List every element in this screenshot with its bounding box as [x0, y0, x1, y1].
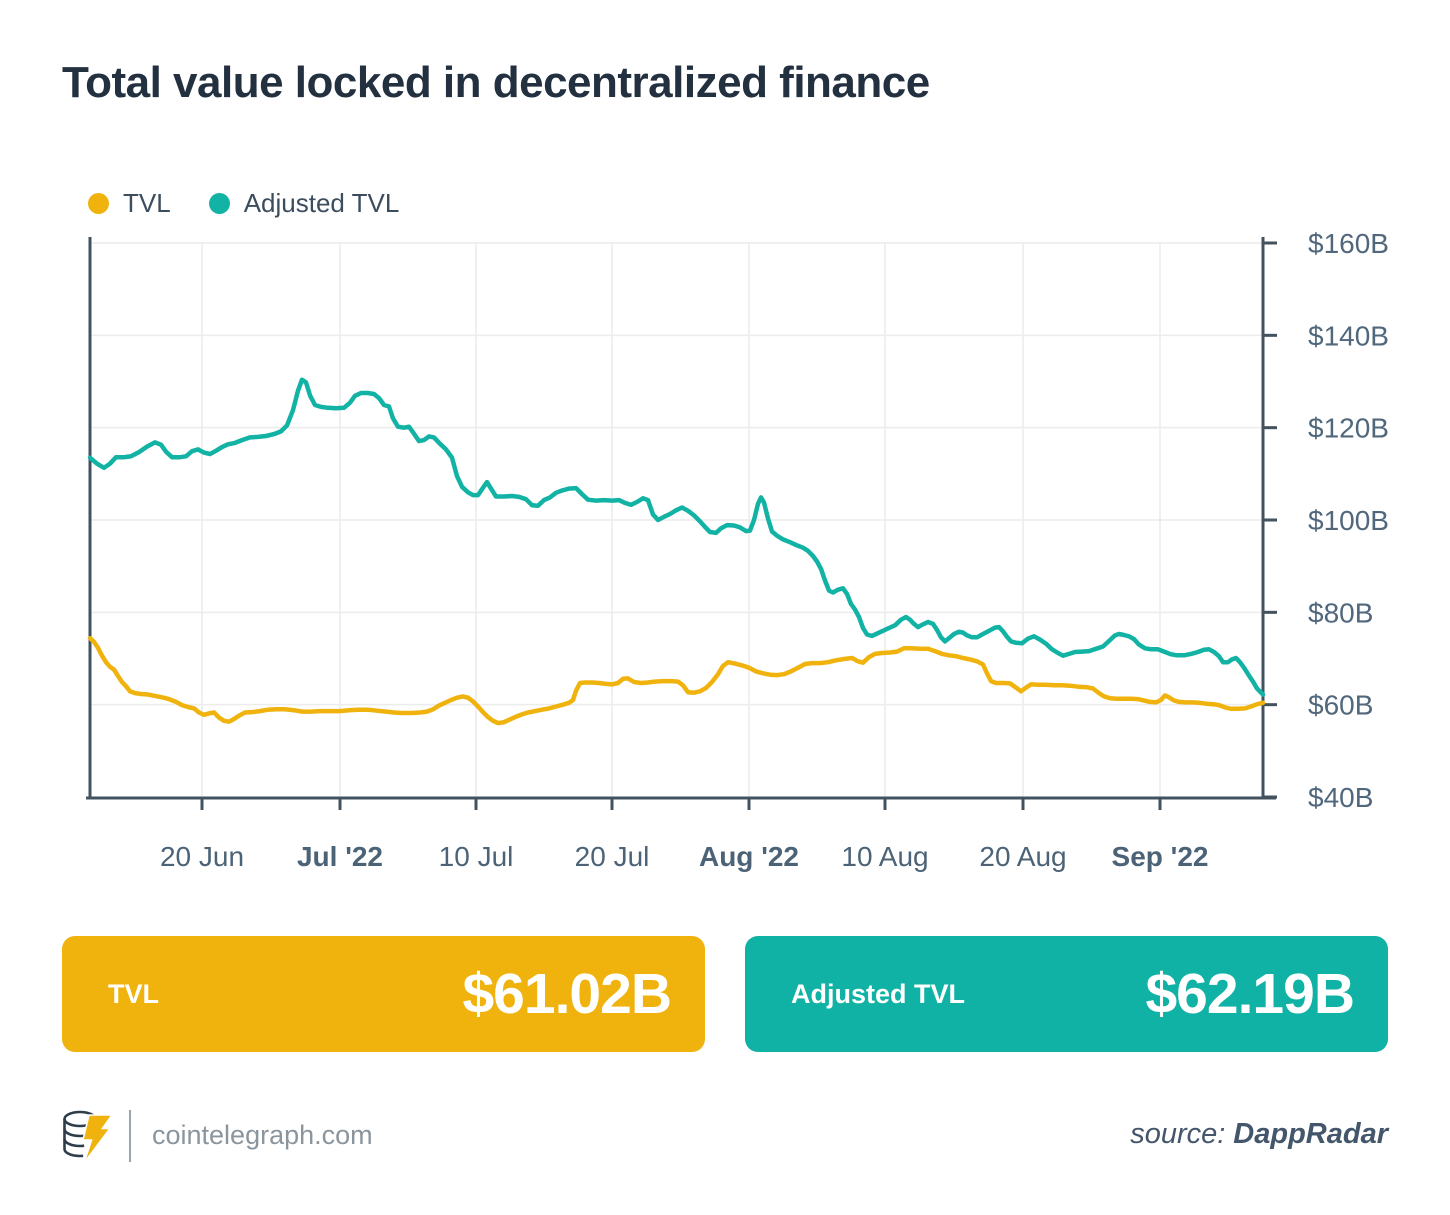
tvl-line	[87, 635, 1266, 726]
adjusted-tvl-badge-label: Adjusted TVL	[791, 978, 965, 1009]
source-prefix: source:	[1130, 1118, 1226, 1150]
cointelegraph-logo	[63, 1110, 114, 1164]
x-tick-label: Jul '22	[297, 841, 383, 872]
adjusted-tvl-line	[87, 377, 1266, 697]
x-tick-label: 10 Aug	[841, 841, 928, 872]
tvl-badge-value: $61.02B	[462, 962, 672, 1026]
y-tick-label: $160B	[1308, 228, 1389, 259]
legend-label-adjusted-tvl: Adjusted TVL	[243, 188, 400, 218]
site-url: cointelegraph.com	[152, 1120, 373, 1150]
y-tick-label: $100B	[1308, 505, 1389, 536]
y-tick-label: $140B	[1308, 320, 1389, 351]
tvl-value-badge: TVL $61.02B	[62, 936, 705, 1052]
x-tick-label: 20 Aug	[979, 841, 1066, 872]
x-tick-label: 20 Jul	[575, 841, 650, 872]
y-tick-label: $120B	[1308, 413, 1389, 444]
adjusted-tvl-badge-value: $62.19B	[1145, 962, 1355, 1026]
tvl-legend-dot-icon	[88, 193, 109, 214]
legend-label-tvl: TVL	[123, 188, 171, 218]
lightning-bolt-icon	[81, 1114, 114, 1164]
y-tick-label: $40B	[1308, 782, 1373, 813]
x-tick-label: Sep '22	[1112, 841, 1209, 872]
legend-item-adjusted-tvl: Adjusted TVL	[208, 188, 400, 219]
adjusted-tvl-legend-dot-icon	[208, 193, 230, 214]
chart-title: Total value locked in decentralized fina…	[62, 58, 930, 107]
chart-legend: TVL Adjusted TVL	[88, 188, 399, 219]
source-name: DappRadar	[1233, 1118, 1388, 1150]
x-tick-label: 10 Jul	[439, 841, 514, 872]
source-attribution: source: DappRadar	[1130, 1118, 1388, 1151]
x-tick-label: 20 Jun	[160, 841, 244, 872]
tvl-line-chart: $160B $140B $120B $100B $80B $60B $40B 20 Jun Ju…	[86, 228, 1389, 872]
y-tick-label: $80B	[1308, 597, 1373, 628]
y-tick-label: $60B	[1308, 690, 1373, 721]
footer-divider	[129, 1110, 131, 1162]
tvl-badge-label: TVL	[108, 978, 159, 1009]
legend-item-tvl: TVL	[88, 188, 171, 219]
adjusted-tvl-value-badge: Adjusted TVL $62.19B	[745, 936, 1388, 1052]
x-tick-label: Aug '22	[699, 841, 799, 872]
